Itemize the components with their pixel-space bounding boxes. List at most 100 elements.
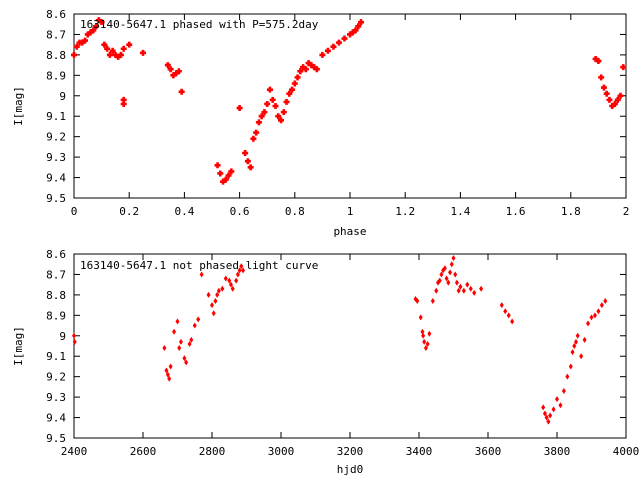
data-point (352, 27, 359, 34)
data-point (272, 103, 279, 109)
data-point (546, 418, 551, 425)
data-point (175, 68, 182, 75)
data-point (244, 158, 251, 165)
x-tick-label: 1.4 (450, 205, 470, 218)
data-point (620, 64, 627, 71)
data-point (579, 353, 584, 360)
data-point (551, 406, 556, 413)
y-tick-label: 9.3 (46, 151, 66, 164)
data-point (120, 45, 127, 52)
data-point (589, 314, 594, 321)
y-tick-label: 9.4 (46, 172, 66, 185)
data-point (418, 314, 423, 321)
x-tick-label: 0.4 (174, 205, 194, 218)
data-point (230, 285, 235, 292)
data-point (213, 298, 218, 305)
data-point (211, 310, 216, 317)
data-point (72, 332, 76, 339)
data-point (568, 363, 573, 370)
data-point (427, 330, 432, 337)
x-tick-label: 1.8 (561, 205, 581, 218)
data-point (503, 308, 508, 315)
data-point (250, 135, 257, 142)
data-point (223, 275, 228, 282)
data-point (542, 410, 547, 417)
data-point (572, 343, 577, 349)
data-point (178, 88, 185, 95)
data-point (286, 90, 293, 97)
data-point (570, 349, 575, 356)
data-point (73, 43, 80, 50)
data-point (430, 298, 435, 305)
y-axis-label: I[mag] (12, 86, 25, 126)
data-point (216, 287, 221, 294)
data-point (109, 47, 116, 54)
data-point (465, 281, 470, 288)
data-point (164, 367, 169, 374)
data-point (341, 35, 348, 42)
y-tick-label: 9.1 (46, 350, 66, 363)
data-point (175, 318, 180, 325)
data-point (225, 172, 232, 179)
data-point (214, 162, 221, 169)
data-point (261, 109, 268, 116)
data-point (565, 373, 570, 380)
y-tick-label: 9.5 (46, 192, 66, 205)
data-point (335, 39, 342, 46)
data-point (358, 19, 365, 26)
y-tick-label: 9.4 (46, 412, 66, 425)
data-point (172, 328, 177, 335)
data-point (294, 74, 301, 81)
data-point (319, 51, 326, 58)
data-point (437, 277, 442, 284)
data-point (548, 412, 553, 419)
data-point (415, 298, 420, 305)
data-point (603, 298, 608, 305)
x-tick-label: 3000 (268, 445, 295, 458)
data-point (117, 51, 124, 58)
data-point (210, 302, 214, 309)
x-tick-label: 3800 (544, 445, 571, 458)
y-tick-label: 8.8 (46, 49, 66, 62)
data-point (177, 345, 182, 352)
data-point (454, 279, 459, 286)
data-point (187, 340, 192, 347)
data-point (472, 289, 477, 296)
data-point (126, 41, 133, 48)
data-point (93, 23, 100, 30)
x-tick-label: 2400 (61, 445, 88, 458)
data-point (164, 62, 171, 69)
data-point (442, 265, 447, 272)
data-point (162, 345, 167, 352)
data-point (255, 119, 262, 126)
data-point (283, 98, 290, 105)
y-tick-label: 8.8 (46, 289, 66, 302)
data-points (72, 255, 608, 425)
plot-frame (73, 253, 627, 439)
data-point (217, 170, 224, 177)
data-point (101, 41, 108, 48)
plot-frame (73, 13, 627, 199)
x-tick-label: 1 (347, 205, 354, 218)
chart-title: 163140-5647.1 not phased light curve (80, 259, 318, 272)
unphased-light-curve-panel: 2400 2600 2800 3000 3200 3400 3600 3800 4000 8.6 8… (12, 248, 639, 476)
data-point (451, 255, 456, 262)
data-point (291, 80, 298, 87)
data-point (468, 285, 473, 292)
data-point (446, 279, 451, 286)
data-point (235, 271, 240, 278)
y-tick-label: 9.2 (46, 131, 66, 144)
data-point (71, 51, 77, 58)
x-tick-label: 0 (71, 205, 78, 218)
data-point (98, 19, 105, 26)
data-point (264, 100, 271, 107)
data-point (575, 332, 580, 339)
data-point (104, 45, 111, 52)
data-point (456, 287, 461, 294)
x-tick-label: 3200 (337, 445, 364, 458)
data-point (178, 338, 183, 345)
phased-light-curve-panel: 0 0.2 0.4 0.6 0.8 1 1.2 1.4 1.6 1.8 2 8.6 8.7 8.8 8.9 9… (12, 8, 629, 238)
y-tick-label: 8.6 (46, 248, 66, 261)
data-point (510, 318, 515, 325)
